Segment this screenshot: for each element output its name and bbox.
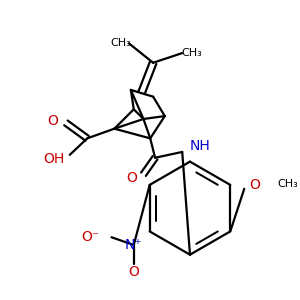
- Text: O⁻: O⁻: [82, 230, 100, 244]
- Text: CH₃: CH₃: [111, 38, 131, 48]
- Text: N⁺: N⁺: [125, 238, 142, 252]
- Text: O: O: [249, 178, 260, 192]
- Text: CH₃: CH₃: [277, 179, 298, 189]
- Text: NH: NH: [190, 139, 211, 153]
- Text: O: O: [128, 265, 139, 279]
- Text: CH₃: CH₃: [182, 48, 202, 58]
- Text: O: O: [47, 114, 58, 128]
- Text: O: O: [126, 171, 137, 185]
- Text: OH: OH: [44, 152, 65, 166]
